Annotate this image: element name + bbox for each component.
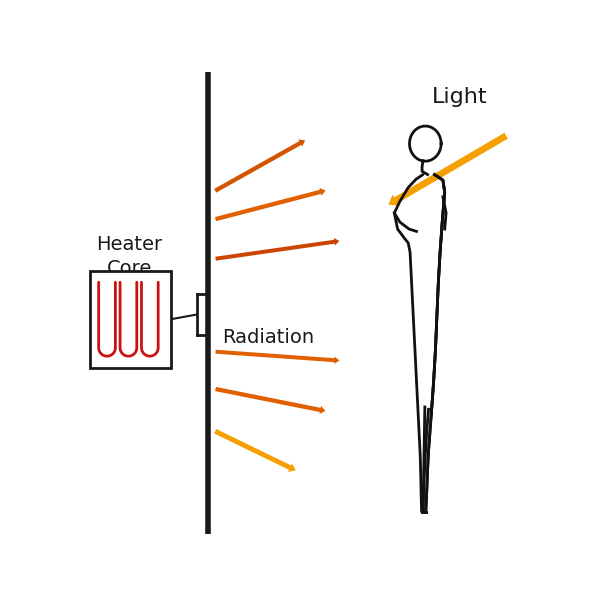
Text: Heater: Heater bbox=[97, 235, 163, 254]
Bar bbox=[91, 271, 171, 368]
Text: Light: Light bbox=[432, 86, 488, 107]
Text: Core: Core bbox=[107, 259, 152, 278]
Text: Radiation: Radiation bbox=[222, 328, 314, 347]
